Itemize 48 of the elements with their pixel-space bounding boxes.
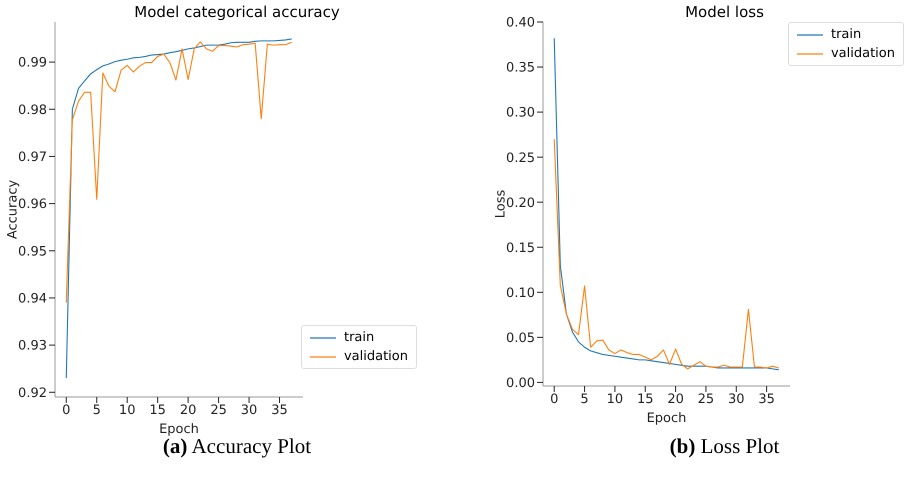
y-tick-label: 0.25	[506, 150, 535, 166]
y-tick-label: 0.93	[18, 338, 47, 354]
x-tick-label: 35	[271, 403, 288, 418]
y-tick-label: 0.98	[18, 102, 47, 118]
y-tick-label: 0.35	[506, 60, 535, 76]
x-tick-label: 30	[728, 392, 745, 408]
y-axis-title: Accuracy	[6, 180, 20, 240]
line-series	[66, 41, 292, 304]
line-series	[66, 38, 292, 379]
x-tick-label: 10	[118, 403, 136, 418]
y-tick-label: 0.95	[18, 244, 47, 260]
x-tick-label: 5	[580, 392, 589, 408]
y-tick-label: 0.96	[18, 197, 47, 212]
legend-label: validation	[344, 348, 408, 366]
x-tick-label: 0	[550, 392, 558, 408]
y-tick-label: 0.15	[506, 240, 535, 256]
x-tick-label: 25	[698, 392, 714, 408]
x-tick-label: 20	[180, 403, 196, 418]
x-tick-label: 15	[636, 392, 654, 408]
y-tick-label: 0.05	[506, 330, 535, 346]
x-tick-label: 30	[240, 403, 258, 418]
legend-label: validation	[830, 45, 895, 63]
x-tick-label: 5	[92, 403, 101, 418]
x-tick-label: 25	[210, 403, 227, 418]
x-tick-label: 0	[62, 403, 70, 418]
y-tick-label: 0.99	[18, 56, 47, 71]
legend-label: train	[344, 329, 374, 347]
y-tick-label: 0.40	[506, 16, 535, 31]
y-tick-label: 0.10	[506, 286, 535, 301]
y-tick-label: 0.94	[18, 292, 47, 307]
y-tick-label: 0.30	[506, 106, 535, 121]
x-tick-label: 10	[606, 392, 624, 408]
x-tick-label: 20	[667, 392, 684, 408]
y-tick-label: 0.20	[506, 196, 535, 211]
y-tick-label: 0.92	[18, 386, 47, 401]
x-tick-label: 35	[758, 392, 775, 408]
x-axis-title: Epoch	[646, 411, 686, 426]
legend-label: train	[830, 26, 862, 44]
chart-title: Model categorical accuracy	[133, 3, 341, 21]
x-tick-label: 15	[149, 403, 166, 418]
text: (b) Loss Plot	[668, 434, 780, 459]
line-series	[554, 138, 780, 370]
line-series	[554, 38, 780, 370]
chart-title: Model loss	[684, 3, 765, 21]
y-tick-label: 0.00	[506, 376, 535, 392]
x-axis-title: Epoch	[159, 422, 199, 437]
text: (a) Accuracy Plot	[162, 434, 312, 459]
y-tick-label: 0.97	[18, 150, 47, 166]
